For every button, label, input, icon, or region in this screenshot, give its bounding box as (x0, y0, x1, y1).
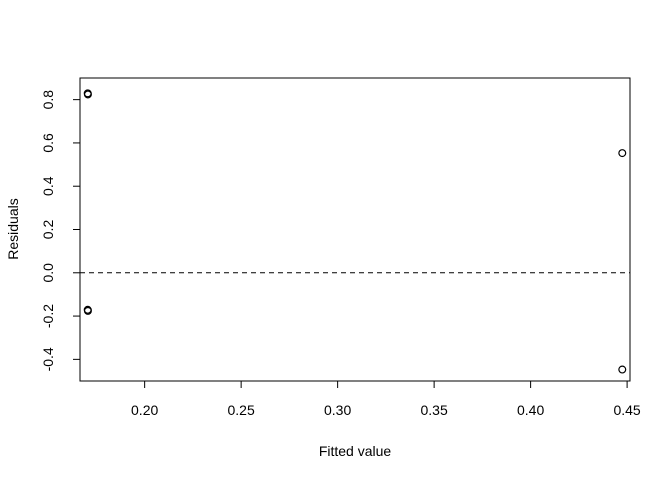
y-tick-label: -0.2 (40, 304, 56, 328)
x-tick-label: 0.40 (517, 402, 544, 418)
data-point (83, 306, 92, 315)
data-point (83, 90, 92, 99)
y-tick-label: 0.4 (40, 176, 56, 196)
x-tick-label: 0.20 (131, 402, 158, 418)
y-tick-label: 0.8 (40, 90, 56, 110)
data-point (618, 149, 627, 158)
x-axis-title: Fitted value (319, 443, 392, 459)
y-tick-label: 0.0 (40, 263, 56, 283)
x-tick-label: 0.45 (613, 402, 640, 418)
y-tick-label: 0.2 (40, 220, 56, 240)
data-point (618, 365, 627, 374)
plot-area: 0.20 0.25 0.30 0.35 0.40 0.45 -0.4 -0.2 0.0 0.2 0.… (40, 77, 641, 418)
x-tick-label: 0.30 (324, 402, 351, 418)
y-axis-title: Residuals (5, 198, 21, 259)
y-tick-label: 0.6 (40, 133, 56, 153)
y-tick-label: -0.4 (40, 347, 56, 371)
x-tick-label: 0.35 (420, 402, 447, 418)
x-tick-label: 0.25 (228, 402, 255, 418)
